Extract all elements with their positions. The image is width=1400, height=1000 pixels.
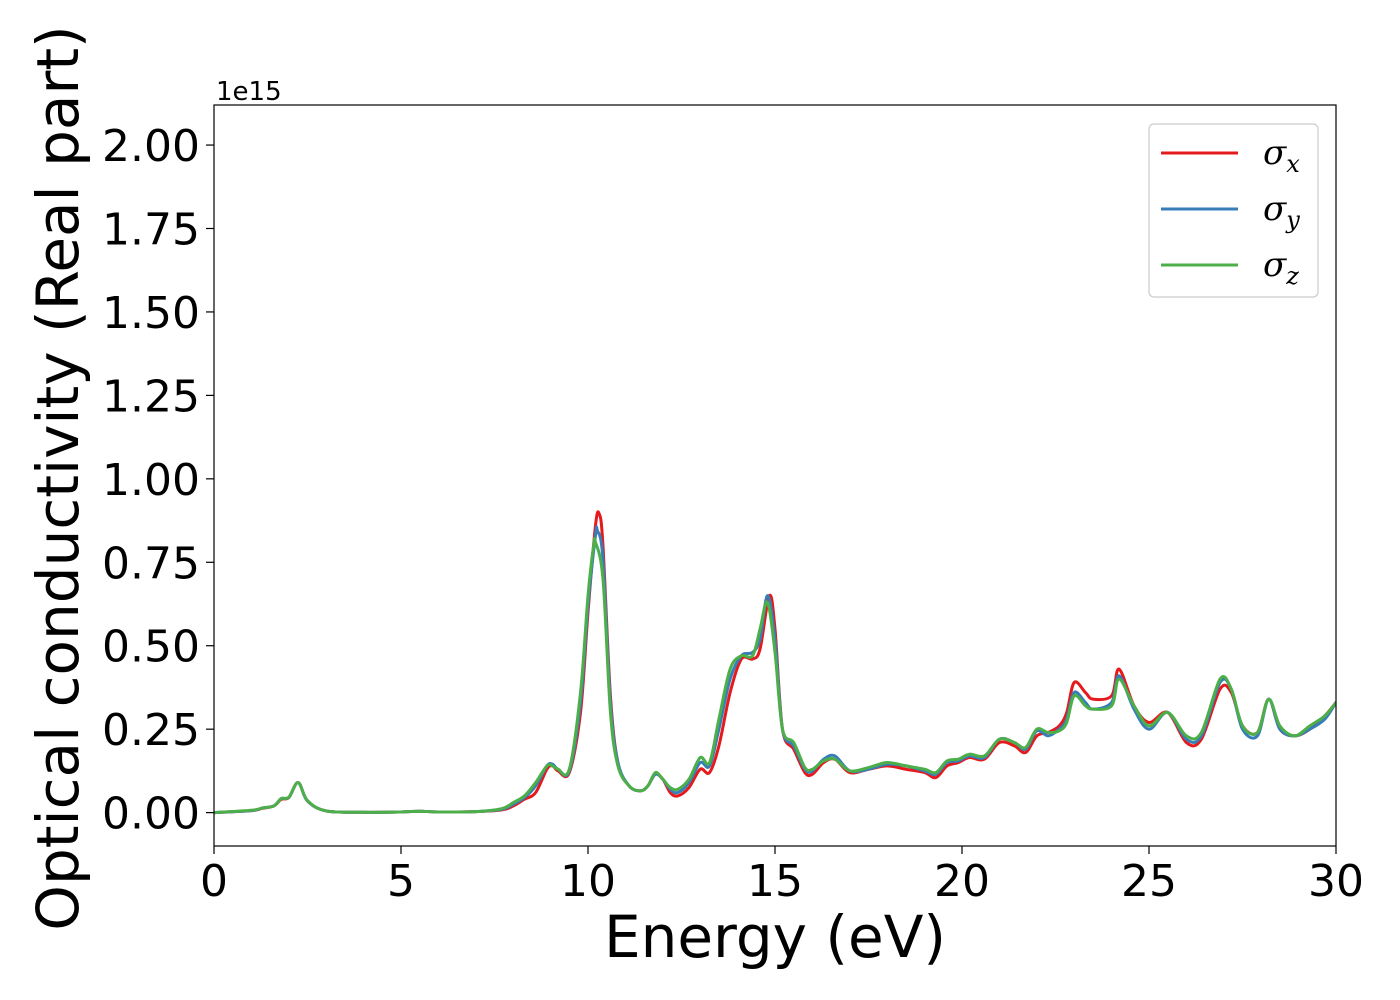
y-tick-label: 0.50 bbox=[102, 622, 200, 673]
x-axis-label: Energy (eV) bbox=[604, 903, 946, 971]
series-line-z bbox=[214, 536, 1336, 815]
y-tick-label: 0.25 bbox=[102, 705, 200, 756]
y-tick-label: 1.75 bbox=[102, 205, 200, 256]
x-tick-label: 25 bbox=[1121, 856, 1177, 907]
x-axis-ticks: 0 5 10 15 20 25 30 bbox=[200, 846, 1364, 907]
x-tick-label: 15 bbox=[747, 856, 803, 907]
legend-label-x: σx bbox=[1263, 133, 1300, 178]
x-tick-label: 0 bbox=[200, 856, 228, 907]
y-offset-label: 1e15 bbox=[216, 77, 282, 107]
y-tick-label: 1.00 bbox=[102, 455, 200, 506]
y-tick-label: 1.50 bbox=[102, 288, 200, 339]
legend: σx σy σz bbox=[1148, 123, 1319, 298]
series-lines bbox=[214, 510, 1336, 815]
y-tick-label: 1.25 bbox=[102, 371, 200, 422]
y-axis-label: Optical conductivity (Real part) bbox=[24, 25, 92, 930]
x-tick-label: 5 bbox=[387, 856, 415, 907]
y-tick-label: 2.00 bbox=[102, 121, 200, 172]
series-line-y bbox=[214, 525, 1336, 815]
legend-label-y: σy bbox=[1263, 189, 1300, 234]
legend-label-z: σz bbox=[1263, 245, 1299, 290]
y-tick-label: 0.75 bbox=[102, 538, 200, 589]
y-axis-ticks: 0.00 0.25 0.50 0.75 1.00 1.25 1.50 1.75 2.00 bbox=[102, 121, 214, 840]
x-tick-label: 20 bbox=[934, 856, 990, 907]
y-tick-label: 0.00 bbox=[102, 789, 200, 840]
x-tick-label: 10 bbox=[560, 856, 616, 907]
x-tick-label: 30 bbox=[1308, 856, 1364, 907]
